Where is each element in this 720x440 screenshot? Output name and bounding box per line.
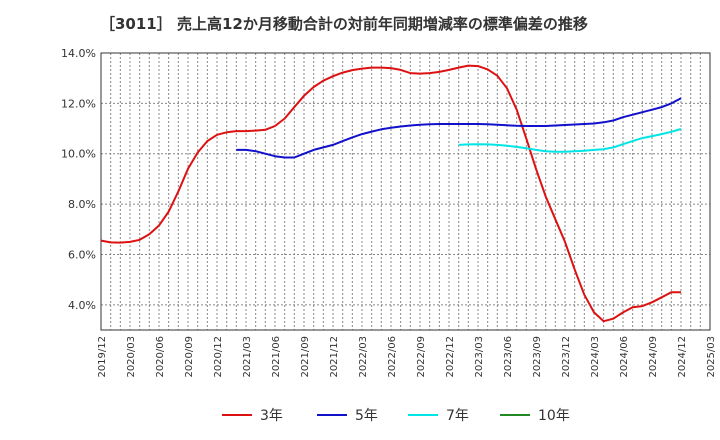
y-tick-label: 8.0% [68,198,96,211]
x-tick-label: 2022/09 [416,336,427,378]
x-tick-label: 2020/03 [126,336,137,378]
y-tick-label: 12.0% [61,97,96,110]
x-tick-label: 2023/03 [474,336,485,378]
x-tick-label: 2021/12 [329,336,340,378]
legend: 3年 5年 7年 10年 [222,408,570,424]
x-tick-label: 2021/06 [271,336,282,378]
x-tick-label: 2024/09 [648,336,659,378]
x-tick-label: 2022/03 [358,336,369,378]
x-tick-label: 2025/03 [706,336,717,378]
series-layer [100,64,682,323]
grid-layer [101,52,710,330]
plot-area-frame [100,52,711,331]
x-axis-ticks: 2019/12 2020/03 2020/06 2020/09 2020/12 2021/… [97,336,717,378]
x-tick-label: 2020/06 [155,336,166,378]
x-tick-label: 2023/09 [532,336,543,378]
chart-title: ［3011］ 売上高12か月移動合計の対前年同期増減率の標準偏差の推移 [100,15,588,33]
y-tick-label: 14.0% [61,47,96,60]
x-tick-label: 2021/03 [242,336,253,378]
x-tick-label: 2021/09 [300,336,311,378]
x-tick-label: 2023/06 [503,336,514,378]
y-tick-label: 6.0% [68,248,96,261]
x-tick-label: 2020/09 [184,336,195,378]
x-tick-label: 2024/06 [619,336,630,378]
legend-label: 5年 [355,408,378,424]
legend-label: 10年 [538,408,570,424]
x-tick-label: 2020/12 [213,336,224,378]
series-line [458,128,682,153]
y-tick-label: 10.0% [61,148,96,161]
x-tick-label: 2024/03 [590,336,601,378]
x-tick-label: 2022/06 [387,336,398,378]
legend-label: 3年 [260,408,283,424]
x-tick-label: 2019/12 [97,336,108,378]
series-line [100,64,681,323]
y-tick-label: 4.0% [68,299,96,312]
x-tick-label: 2023/12 [561,336,572,378]
x-tick-label: 2024/12 [677,336,688,378]
legend-label: 7年 [446,408,469,424]
series-line [236,97,682,159]
x-tick-label: 2022/12 [445,336,456,378]
y-axis-ticks: 4.0% 6.0% 8.0% 10.0% 12.0% 14.0% [61,47,96,312]
